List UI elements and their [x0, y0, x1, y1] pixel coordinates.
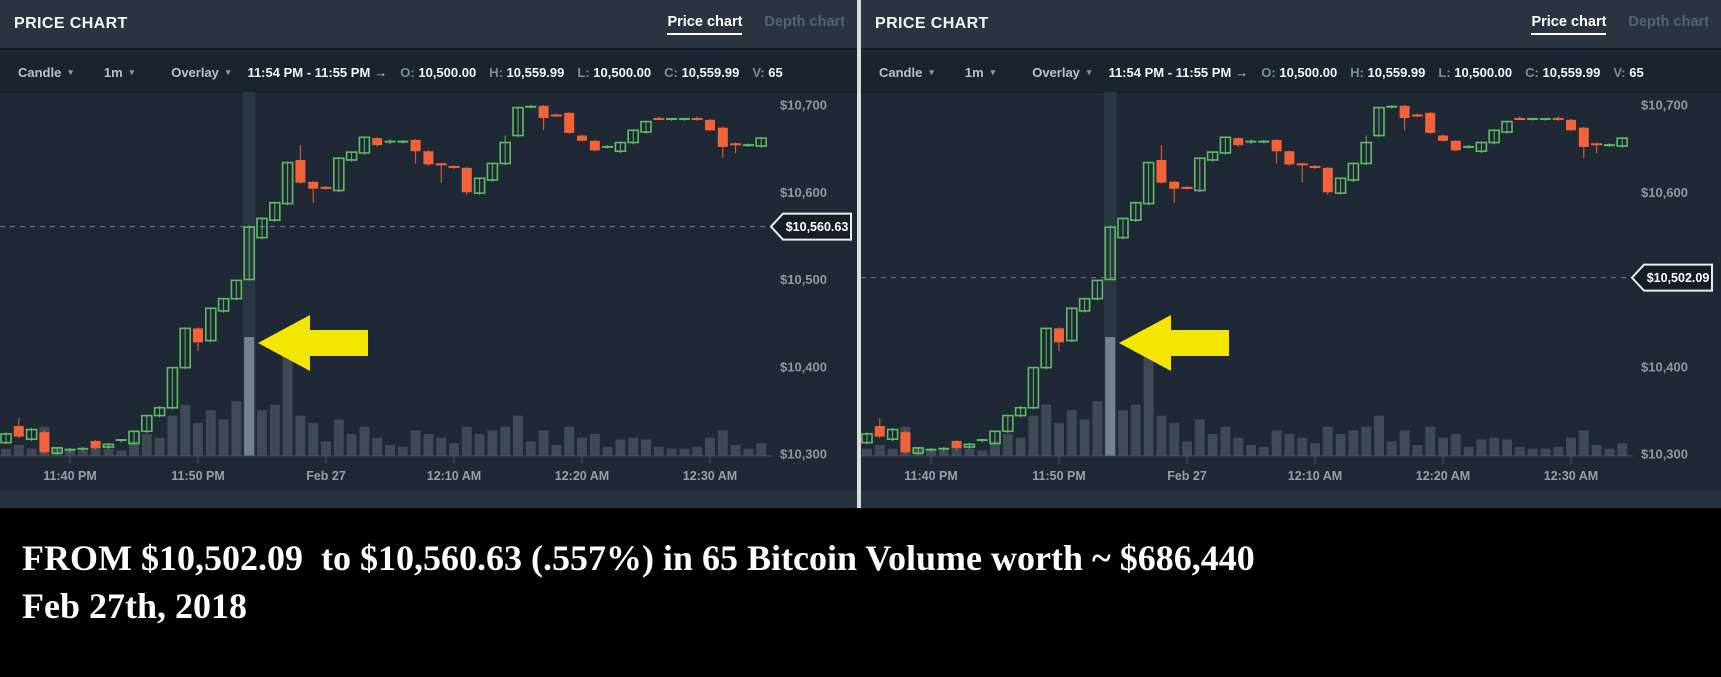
- tab-depth-chart[interactable]: Depth chart: [764, 13, 845, 30]
- svg-text:$10,560.63: $10,560.63: [786, 220, 849, 234]
- last-price-tag: $10,560.63: [769, 212, 852, 241]
- last-price-tag: $10,502.09: [1630, 263, 1713, 292]
- annotation-arrow-left-icon: [1119, 315, 1229, 371]
- candle-type-dropdown[interactable]: Candle ▾: [18, 64, 73, 80]
- stat-high: H: 10,559.99: [489, 64, 565, 80]
- chart-tabs: Price chart Depth chart: [1531, 14, 1709, 35]
- page-title: PRICE CHART: [14, 15, 128, 32]
- interval-dropdown[interactable]: 1m ▾: [964, 64, 996, 80]
- svg-text:12:20 AM: 12:20 AM: [1416, 469, 1470, 483]
- panel-divider: [857, 0, 861, 508]
- panel-footer-strip: [0, 490, 857, 508]
- price-chart-canvas[interactable]: 11:40 PM 11:50 PM Feb 27 12:10 AM 12:20 AM 12…: [861, 92, 1721, 495]
- svg-text:11:40 PM: 11:40 PM: [43, 469, 97, 483]
- svg-text:12:20 AM: 12:20 AM: [555, 469, 609, 483]
- candle-time-range: 11:54 PM - 11:55 PM →: [247, 64, 388, 80]
- svg-text:$10,500: $10,500: [780, 272, 827, 287]
- caption-bar: FROM $10,502.09 to $10,560.63 (.557%) in…: [0, 508, 1721, 677]
- panel-footer-strip: [861, 490, 1721, 508]
- svg-text:12:30 AM: 12:30 AM: [1544, 469, 1598, 483]
- svg-text:$10,600: $10,600: [780, 185, 827, 200]
- svg-text:11:50 PM: 11:50 PM: [171, 469, 225, 483]
- chevron-down-icon: ▾: [225, 66, 231, 77]
- svg-text:$10,502.09: $10,502.09: [1647, 271, 1710, 285]
- stat-low: L: 10,500.00: [1438, 64, 1513, 80]
- overlay-dropdown[interactable]: Overlay ▾: [171, 64, 231, 80]
- chart-tabs: Price chart Depth chart: [667, 14, 845, 35]
- page-title: PRICE CHART: [875, 15, 989, 32]
- caption-line-1: FROM $10,502.09 to $10,560.63 (.557%) in…: [22, 538, 1255, 578]
- stat-close: C: 10,559.99: [664, 64, 740, 80]
- price-chart-panel-left: PRICE CHART Price chart Depth chart Cand…: [0, 0, 857, 508]
- tab-price-chart[interactable]: Price chart: [1531, 14, 1607, 35]
- chevron-down-icon: ▾: [68, 66, 73, 77]
- svg-text:11:50 PM: 11:50 PM: [1032, 469, 1086, 483]
- stat-close: C: 10,559.99: [1525, 64, 1601, 80]
- stat-open: O: 10,500.00: [400, 64, 477, 80]
- stat-low: L: 10,500.00: [577, 64, 652, 80]
- chart-toolbar: Candle ▾ 1m ▾ Overlay ▾ 11:54 PM - 11:55…: [0, 52, 857, 93]
- price-chart-panel-right: PRICE CHART Price chart Depth chart Cand…: [861, 0, 1721, 508]
- svg-text:11:40 PM: 11:40 PM: [904, 469, 958, 483]
- right-arrow-icon: →: [1235, 64, 1249, 80]
- annotation-arrow-left-icon: [258, 315, 368, 371]
- chart-toolbar: Candle ▾ 1m ▾ Overlay ▾ 11:54 PM - 11:55…: [861, 52, 1721, 93]
- chevron-down-icon: ▾: [990, 66, 996, 77]
- svg-text:$10,700: $10,700: [780, 98, 827, 113]
- tab-price-chart[interactable]: Price chart: [667, 14, 743, 35]
- svg-text:$10,400: $10,400: [780, 359, 827, 374]
- stat-open: O: 10,500.00: [1261, 64, 1338, 80]
- svg-text:$10,400: $10,400: [1641, 359, 1688, 374]
- svg-text:Feb 27: Feb 27: [1167, 469, 1207, 483]
- svg-text:12:10 AM: 12:10 AM: [1288, 469, 1342, 483]
- svg-text:$10,300: $10,300: [780, 447, 827, 462]
- stat-volume: V: 65: [752, 64, 783, 80]
- panel-header: PRICE CHART Price chart Depth chart: [0, 0, 857, 50]
- candle-time-range: 11:54 PM - 11:55 PM →: [1108, 64, 1249, 80]
- chevron-down-icon: ▾: [929, 66, 934, 77]
- right-arrow-icon: →: [374, 64, 388, 80]
- svg-text:12:10 AM: 12:10 AM: [427, 469, 481, 483]
- candle-type-dropdown[interactable]: Candle ▾: [879, 64, 934, 80]
- svg-text:$10,600: $10,600: [1641, 185, 1688, 200]
- caption-line-2: Feb 27th, 2018: [22, 586, 247, 626]
- svg-text:$10,700: $10,700: [1641, 98, 1688, 113]
- panel-header: PRICE CHART Price chart Depth chart: [861, 0, 1721, 50]
- stat-high: H: 10,559.99: [1350, 64, 1426, 80]
- svg-text:Feb 27: Feb 27: [306, 469, 346, 483]
- tab-depth-chart[interactable]: Depth chart: [1628, 13, 1709, 30]
- interval-dropdown[interactable]: 1m ▾: [103, 64, 135, 80]
- chevron-down-icon: ▾: [1086, 66, 1092, 77]
- chevron-down-icon: ▾: [129, 66, 135, 77]
- price-chart-canvas[interactable]: 11:40 PM 11:50 PM Feb 27 12:10 AM 12:20 AM 12…: [0, 92, 857, 495]
- svg-text:$10,300: $10,300: [1641, 447, 1688, 462]
- overlay-dropdown[interactable]: Overlay ▾: [1032, 64, 1092, 80]
- svg-text:12:30 AM: 12:30 AM: [683, 469, 737, 483]
- stat-volume: V: 65: [1613, 64, 1644, 80]
